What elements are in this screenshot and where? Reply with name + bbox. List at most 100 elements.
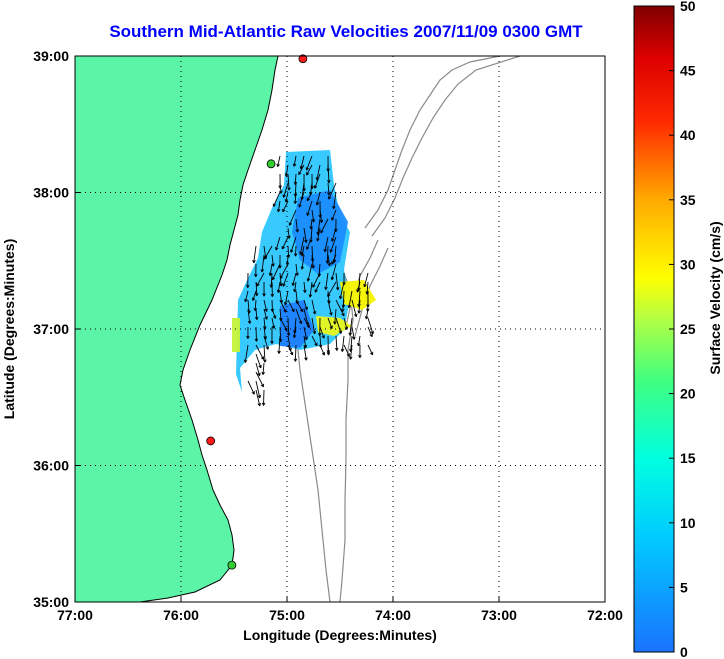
velocity-arrow — [303, 344, 307, 361]
velocity-arrow — [255, 344, 264, 360]
velocity-arrow — [366, 281, 369, 295]
velocity-arrow — [271, 254, 274, 267]
velocity-arrow — [301, 254, 305, 270]
colorbar — [633, 5, 675, 653]
colorbar-tick-label: 30 — [680, 256, 696, 272]
velocity-arrow — [279, 299, 287, 313]
map-title: Southern Mid-Atlantic Raw Velocities 200… — [109, 22, 583, 41]
velocity-arrowhead — [264, 316, 268, 320]
velocity-arrowhead — [257, 372, 261, 377]
velocity-arrow — [255, 353, 262, 369]
velocity-arrowhead — [330, 276, 335, 281]
velocity-arrow — [319, 344, 325, 356]
velocity-arrowhead — [264, 308, 268, 312]
hf-radar-stations — [206, 54, 308, 570]
velocity-arrow — [263, 299, 268, 312]
velocity-arrow — [331, 227, 337, 242]
velocity-arrowhead — [298, 204, 302, 208]
velocity-arrow — [285, 164, 289, 177]
velocity-arrowhead — [264, 256, 268, 260]
velocity-arrowhead — [256, 283, 260, 287]
velocity-arrowhead — [293, 288, 297, 293]
velocity-arrow — [271, 317, 275, 329]
velocity-arrow — [277, 155, 281, 167]
velocity-arrow — [358, 290, 361, 307]
velocity-arrow — [255, 380, 261, 399]
y-axis-label: Latitude (Degrees:Minutes) — [1, 239, 17, 419]
velocity-arrow — [312, 272, 321, 288]
velocity-arrowhead — [272, 203, 277, 207]
velocity-arrow — [286, 254, 289, 266]
velocity-arrow — [269, 263, 273, 276]
x-axis-label: Longitude (Degrees:Minutes) — [243, 627, 437, 643]
velocity-arrow — [275, 236, 281, 251]
velocity-arrow — [263, 335, 269, 350]
velocity-arrow — [350, 335, 353, 352]
velocity-arrow — [294, 173, 297, 185]
colorbar-label: Surface Velocity (cm/s) — [707, 221, 723, 374]
velocity-arrowhead — [251, 297, 256, 301]
velocity-arrow — [244, 290, 249, 302]
velocity-arrow — [263, 344, 266, 363]
velocity-arrow — [335, 335, 338, 351]
colorbar-tick-label: 40 — [680, 127, 696, 143]
velocity-arrowhead — [276, 163, 280, 167]
velocity-arrowhead — [331, 238, 335, 242]
velocity-arrowhead — [257, 394, 262, 399]
velocity-arrow — [327, 182, 330, 196]
velocity-arrowhead — [304, 306, 308, 311]
velocity-arrowhead — [304, 336, 308, 341]
velocity-arrow — [309, 281, 313, 298]
velocity-arrow — [279, 272, 282, 287]
velocity-arrowhead — [300, 266, 305, 270]
velocity-arrow — [295, 308, 302, 324]
velocity-arrowhead — [312, 311, 317, 315]
velocity-arrow — [319, 209, 323, 223]
colorbar-tick-label: 5 — [680, 579, 688, 595]
velocity-arrow — [299, 236, 305, 255]
velocity-arrow — [306, 155, 313, 171]
velocity-arrowhead — [306, 172, 310, 176]
velocity-arrowhead — [354, 313, 358, 317]
velocity-arrowhead — [277, 350, 281, 354]
velocity-arrowhead — [314, 342, 318, 347]
velocity-arrowhead — [260, 383, 264, 388]
velocity-arrowhead — [275, 247, 279, 251]
velocity-arrow — [262, 362, 265, 375]
velocity-arrowhead — [357, 310, 361, 314]
velocity-arrowhead — [261, 402, 266, 406]
velocity-arrow — [320, 218, 329, 234]
velocity-arrow — [333, 191, 337, 209]
velocity-arrow — [255, 389, 261, 407]
velocity-arrowhead — [305, 167, 310, 171]
velocity-vectors — [243, 155, 374, 407]
velocity-arrow — [255, 362, 261, 376]
velocity-arrowhead — [348, 332, 352, 336]
colorbar-tick-label: 20 — [680, 386, 696, 402]
velocity-arrow — [342, 299, 345, 312]
velocity-arrowhead — [292, 334, 297, 339]
velocity-arrowhead — [283, 301, 288, 306]
velocity-arrowhead — [341, 312, 345, 317]
velocity-patch — [316, 316, 352, 336]
y-tick-label: 38:00 — [33, 185, 69, 201]
velocity-arrow — [311, 254, 314, 269]
velocity-arrowhead — [321, 352, 326, 356]
colorbar-tick-label: 0 — [680, 644, 688, 659]
colorbar-ticks: 0 5 10 15 20 25 30 35 40 45 50 — [669, 0, 696, 659]
velocity-arrowhead — [311, 265, 315, 269]
velocity-arrow — [287, 317, 290, 336]
velocity-arrow — [255, 371, 264, 388]
velocity-arrowhead — [315, 202, 320, 206]
velocity-arrow — [303, 317, 310, 328]
velocity-arrowhead — [306, 278, 311, 282]
velocity-arrow — [339, 281, 345, 299]
velocity-arrow — [311, 317, 316, 334]
velocity-arrowhead — [286, 332, 291, 336]
velocity-arrow — [333, 245, 337, 263]
velocity-arrowhead — [331, 217, 335, 221]
velocity-arrow — [327, 290, 330, 304]
velocity-arrow — [294, 317, 297, 334]
velocity-arrowhead — [331, 261, 335, 265]
velocity-arrowhead — [306, 212, 310, 216]
